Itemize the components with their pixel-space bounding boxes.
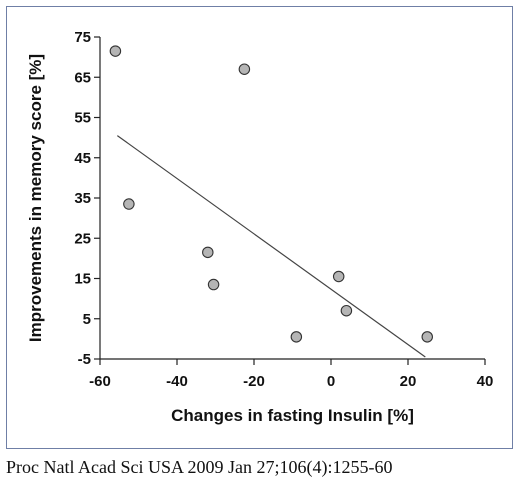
y-tick-label: 55 — [74, 110, 91, 127]
data-point — [123, 198, 135, 210]
data-point — [202, 246, 214, 259]
y-tick-label: 25 — [74, 230, 91, 247]
trendline — [116, 135, 426, 358]
x-tick-label: -40 — [166, 373, 188, 390]
x-axis-label: Changes in fasting Insulin [%] — [171, 406, 414, 425]
scatter-plot: -5 5 15 25 35 45 55 65 75 -60 -40 -20 0 20 40 Changes … — [26, 29, 493, 425]
data-point — [340, 304, 353, 317]
data-point — [109, 45, 122, 57]
y-tick-label: -5 — [78, 351, 91, 368]
data-point — [290, 331, 303, 343]
y-axis-label: Improvements in memory score [%] — [26, 54, 45, 342]
x-tick-label: 40 — [477, 373, 494, 390]
data-point — [421, 331, 433, 343]
x-tick-label: 20 — [400, 373, 417, 390]
data-point — [207, 278, 220, 291]
citation-text: Proc Natl Acad Sci USA 2009 Jan 27;106(4… — [6, 457, 393, 477]
data-point — [332, 270, 345, 283]
y-tick-label: 75 — [74, 29, 91, 46]
trendline-group — [116, 135, 426, 358]
chart-figure: -5 5 15 25 35 45 55 65 75 -60 -40 -20 0 20 40 Changes … — [6, 6, 513, 449]
points-group — [109, 45, 433, 343]
x-tick-label: -60 — [89, 373, 111, 390]
data-point — [238, 63, 251, 75]
y-tick-label: 35 — [74, 190, 91, 207]
axes: -5 5 15 25 35 45 55 65 75 -60 -40 -20 0 20 40 — [74, 29, 493, 390]
x-tick-label: -20 — [243, 373, 265, 390]
labels-group: Changes in fasting Insulin [%] Improveme… — [26, 54, 414, 425]
y-tick-label: 65 — [74, 69, 91, 86]
x-tick-label: 0 — [327, 373, 335, 390]
y-tick-label: 45 — [74, 150, 91, 167]
y-tick-label: 15 — [74, 271, 91, 288]
y-tick-label: 5 — [83, 311, 91, 328]
